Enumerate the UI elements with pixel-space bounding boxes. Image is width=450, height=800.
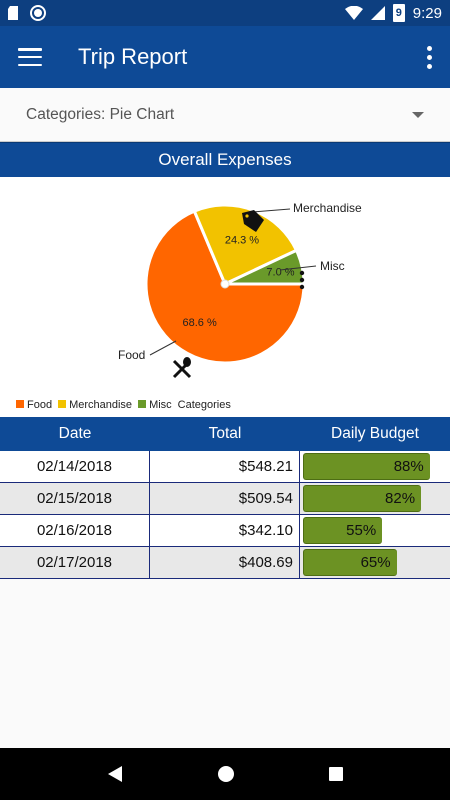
- slice-name-label: Food: [118, 348, 145, 362]
- misc-dots-icon: [299, 270, 305, 290]
- slice-name-label: Merchandise: [293, 201, 362, 215]
- budget-bar: 55%: [303, 517, 383, 544]
- slice-name-label: Misc: [320, 259, 345, 273]
- section-title: Overall Expenses: [0, 142, 450, 177]
- back-icon[interactable]: [106, 765, 124, 783]
- sd-card-icon: [8, 6, 18, 20]
- signal-icon: [370, 6, 385, 20]
- record-icon: [30, 5, 46, 21]
- leader-line: [149, 340, 177, 356]
- row-date: 02/17/2018: [0, 547, 150, 578]
- fork-spoon-icon: [172, 357, 192, 379]
- battery-icon: 9: [392, 4, 405, 22]
- page-title: Trip Report: [78, 44, 188, 69]
- pie-center: [220, 279, 230, 289]
- row-date: 02/16/2018: [0, 515, 150, 546]
- row-budget: 88%: [300, 451, 450, 482]
- table-row[interactable]: 02/16/2018 $342.10 55%: [0, 515, 450, 547]
- col-budget: Daily Budget: [331, 425, 419, 442]
- legend-item-misc: Misc: [138, 399, 172, 411]
- dropdown-arrow-icon: [412, 111, 424, 118]
- leader-line: [279, 265, 317, 271]
- row-total: $342.10: [150, 515, 300, 546]
- row-budget: 82%: [300, 483, 450, 514]
- chart-legend: Food Merchandise Misc Categories: [16, 399, 231, 411]
- budget-bar: 65%: [303, 549, 397, 576]
- legend-item-merchandise: Merchandise: [58, 399, 132, 411]
- status-bar: 9 9:29: [0, 0, 450, 26]
- leader-line: [251, 208, 291, 213]
- home-icon[interactable]: [217, 765, 235, 783]
- recents-icon[interactable]: [328, 766, 344, 782]
- tag-icon: [242, 210, 264, 232]
- row-date: 02/14/2018: [0, 451, 150, 482]
- pie-slice-misc[interactable]: [224, 248, 306, 286]
- budget-bar: 82%: [303, 485, 422, 512]
- legend-title: Categories: [177, 399, 231, 411]
- row-budget: 65%: [300, 547, 450, 578]
- table-row[interactable]: 02/15/2018 $509.54 82%: [0, 483, 450, 515]
- row-budget: 55%: [300, 515, 450, 546]
- slice-percent-label: 68.6 %: [183, 317, 217, 329]
- col-date: Date: [58, 425, 92, 442]
- menu-icon[interactable]: [18, 48, 42, 66]
- more-options-icon[interactable]: [427, 45, 432, 69]
- expense-table: 02/14/2018 $548.21 88% 02/15/2018 $509.5…: [0, 451, 450, 579]
- clock: 9:29: [412, 4, 442, 22]
- row-total: $548.21: [150, 451, 300, 482]
- table-row[interactable]: 02/14/2018 $548.21 88%: [0, 451, 450, 483]
- app-bar: Trip Report: [0, 26, 450, 88]
- slice-percent-label: 24.3 %: [225, 235, 259, 247]
- row-total: $408.69: [150, 547, 300, 578]
- table-header: Date Total Daily Budget: [0, 417, 450, 451]
- row-date: 02/15/2018: [0, 483, 150, 514]
- budget-bar: 88%: [303, 453, 430, 480]
- chart-type-dropdown[interactable]: Categories: Pie Chart: [0, 88, 450, 142]
- legend-item-food: Food: [16, 399, 52, 411]
- table-row[interactable]: 02/17/2018 $408.69 65%: [0, 547, 450, 579]
- dropdown-value: Categories: Pie Chart: [26, 105, 175, 123]
- row-total: $509.54: [150, 483, 300, 514]
- system-nav-bar: [0, 748, 450, 800]
- pie-chart-area: 68.6 % 24.3 % 7.0 % Food Merchandise Misc Foo…: [0, 177, 450, 417]
- col-total: Total: [208, 425, 242, 442]
- wifi-icon: [344, 6, 363, 20]
